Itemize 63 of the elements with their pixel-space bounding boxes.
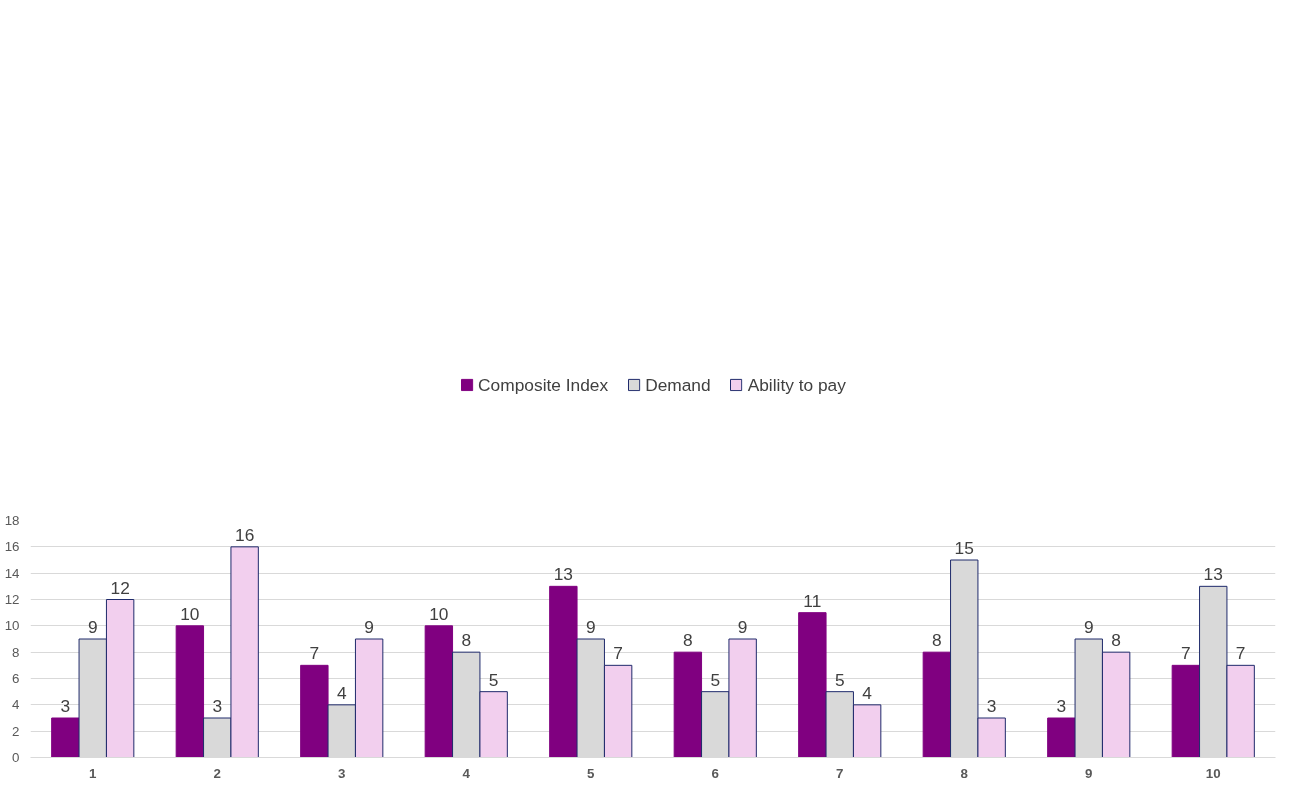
data-label: 3 — [986, 696, 997, 716]
x-tick-label: 4 — [462, 765, 471, 781]
data-label: 10 — [429, 603, 449, 624]
data-label: 5 — [710, 669, 721, 690]
data-label: 11 — [803, 590, 822, 611]
data-label: 4 — [336, 682, 347, 703]
x-tick-label: 1 — [89, 765, 98, 781]
data-label: 8 — [461, 630, 472, 651]
data-label: 8 — [932, 630, 942, 651]
data-label: 4 — [862, 682, 873, 703]
data-label: 3 — [60, 696, 71, 716]
data-label: 7 — [1235, 643, 1246, 664]
bar — [673, 651, 703, 758]
y-tick-label: 6 — [12, 671, 20, 686]
bar — [549, 585, 578, 758]
data-label: 9 — [585, 617, 596, 637]
data-label: 9 — [1083, 617, 1094, 637]
y-tick-label: 18 — [4, 513, 20, 528]
legend-label: Ability to pay — [747, 374, 846, 396]
data-label: 16 — [235, 524, 255, 545]
x-tick-label: 3 — [338, 765, 346, 781]
data-label: 7 — [309, 643, 320, 664]
bar — [1171, 664, 1201, 758]
y-tick-label: 14 — [4, 565, 21, 581]
data-label: 13 — [1203, 564, 1223, 585]
x-tick-label: 2 — [213, 765, 221, 781]
x-tick-label: 8 — [960, 765, 968, 781]
y-tick-label: 2 — [12, 723, 20, 739]
bar — [424, 625, 454, 758]
data-label: 13 — [553, 564, 573, 585]
bar — [1047, 717, 1076, 758]
data-label: 15 — [954, 538, 974, 558]
data-label: 3 — [1056, 696, 1067, 716]
bar — [51, 717, 80, 758]
y-tick-label: 0 — [12, 750, 20, 765]
legend-label: Demand — [645, 374, 711, 396]
x-tick-label: 10 — [1205, 765, 1221, 781]
y-tick-label: 12 — [4, 592, 20, 607]
data-label: 7 — [1181, 643, 1191, 664]
y-tick-label: 4 — [12, 697, 21, 713]
y-tick-label: 8 — [12, 644, 20, 660]
x-tick-label: 5 — [587, 765, 596, 781]
data-label: 12 — [110, 577, 130, 598]
bar — [922, 651, 952, 758]
x-tick-label: 9 — [1085, 765, 1093, 781]
x-tick-label: 7 — [836, 765, 844, 781]
data-label: 8 — [683, 630, 693, 651]
legend-label: Composite Index — [478, 374, 609, 396]
data-label: 5 — [834, 669, 845, 690]
bar — [300, 664, 329, 758]
data-label: 9 — [87, 617, 98, 637]
data-label: 7 — [613, 643, 623, 664]
bar — [798, 612, 827, 758]
data-label: 8 — [1111, 630, 1121, 651]
data-label: 3 — [212, 696, 223, 716]
y-tick-label: 16 — [4, 539, 20, 555]
x-tick-label: 6 — [711, 765, 719, 781]
data-label: 5 — [488, 669, 499, 690]
y-tick-label: 10 — [4, 618, 20, 634]
bar — [175, 625, 205, 758]
data-label: 9 — [364, 617, 374, 637]
data-label: 9 — [737, 617, 748, 637]
data-label: 10 — [180, 603, 200, 624]
